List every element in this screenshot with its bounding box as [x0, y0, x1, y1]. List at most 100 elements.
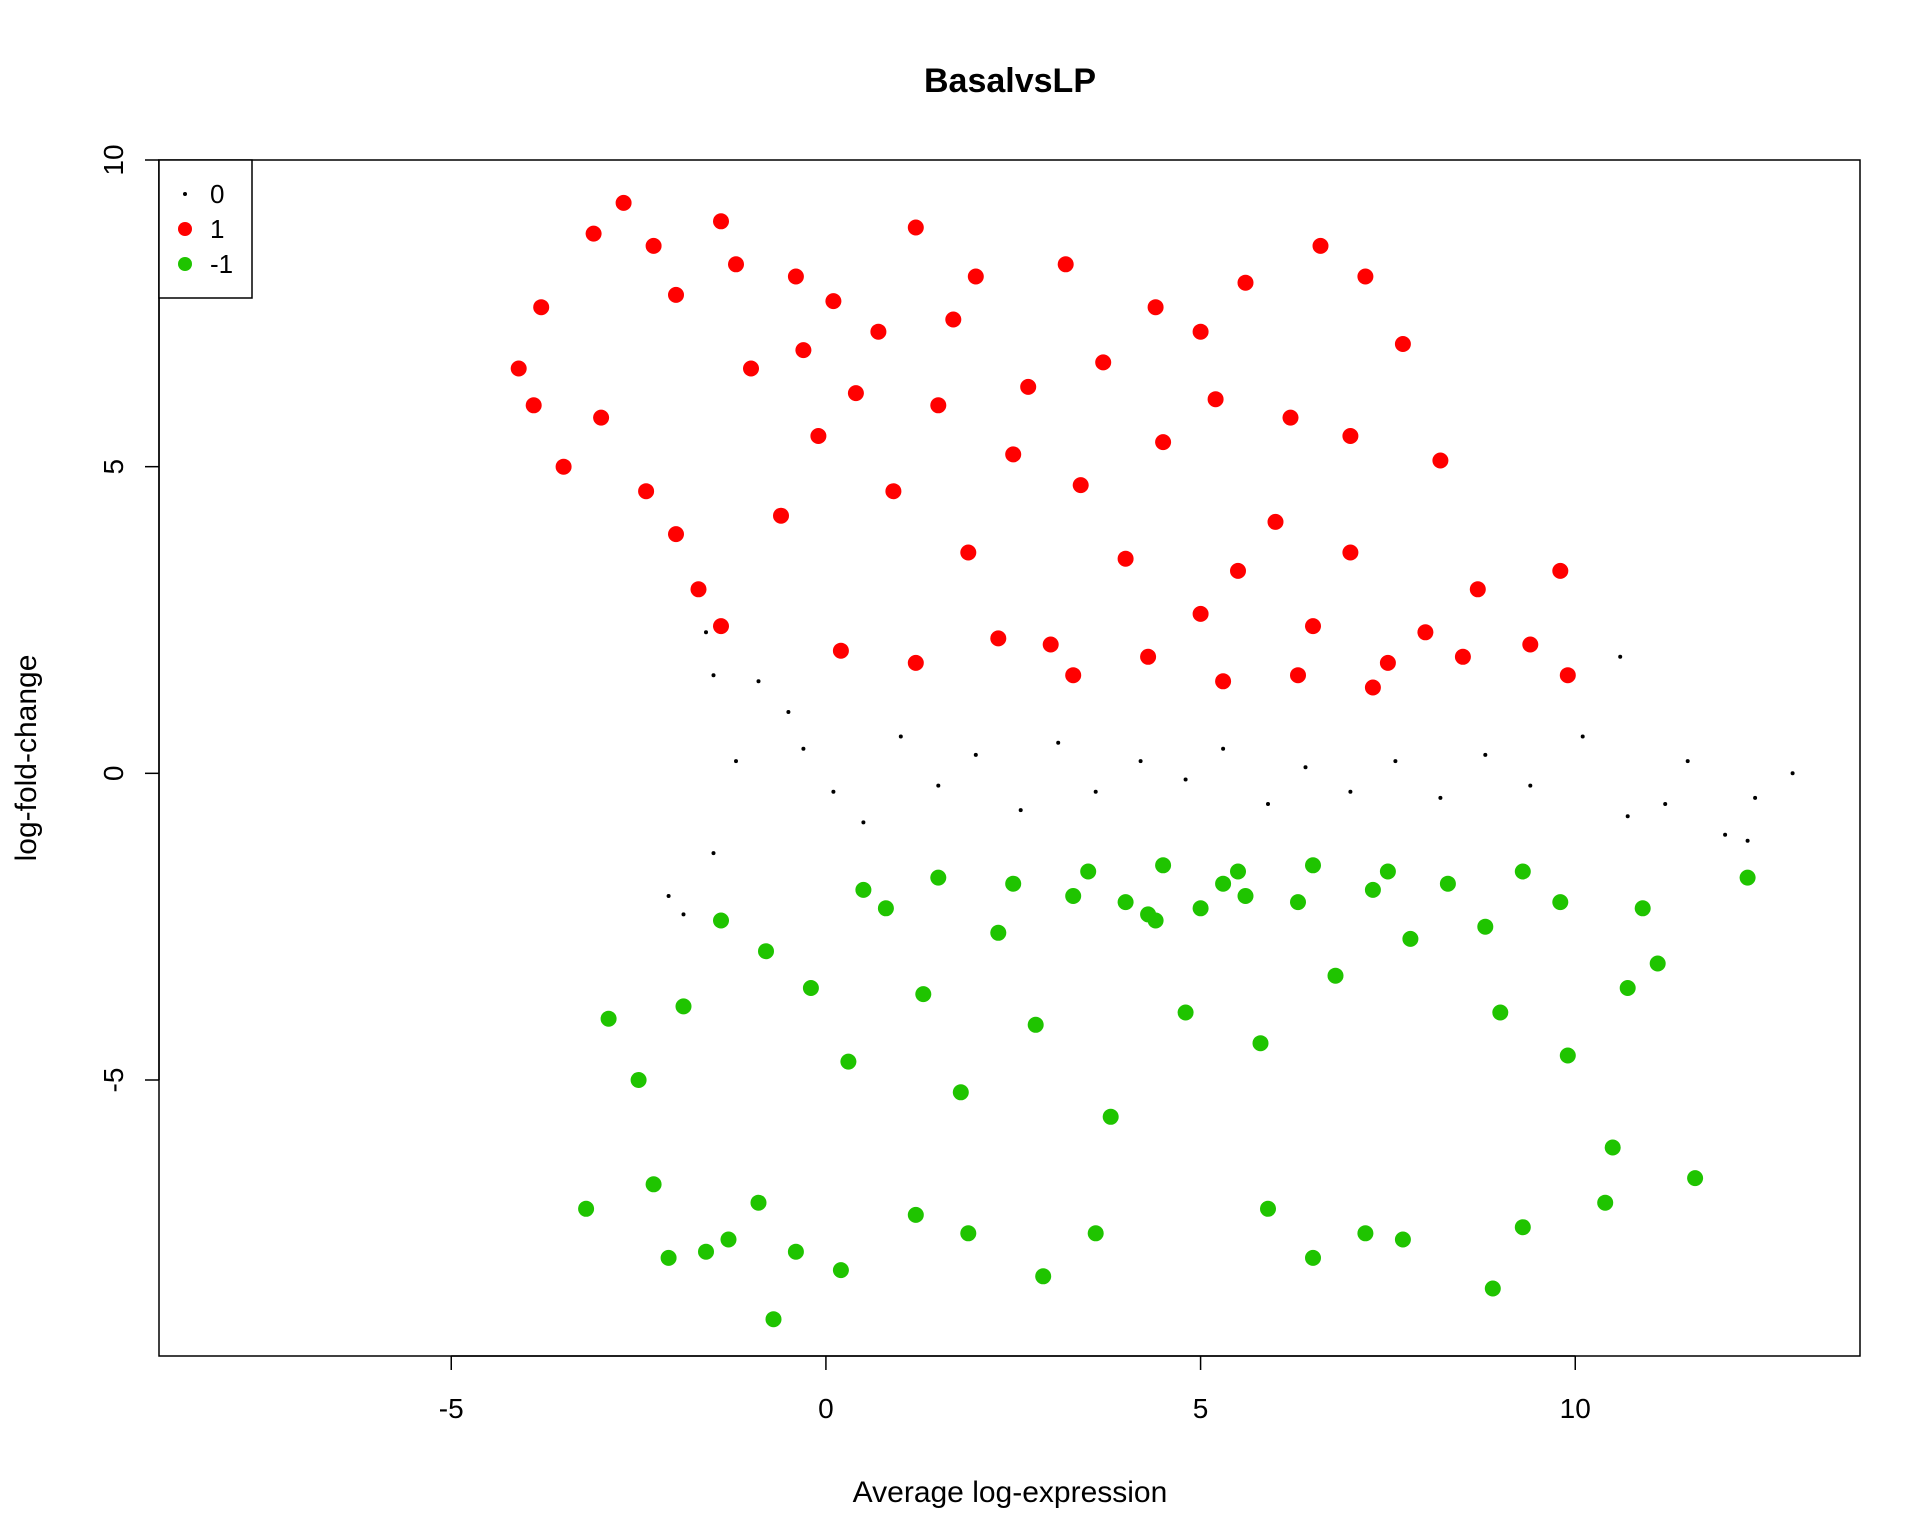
data-point-series--1-22	[1604, 1139, 1621, 1156]
data-point-series--1-59	[1230, 863, 1246, 880]
data-point-series-1-10	[787, 268, 804, 285]
data-point-series-1-25	[1522, 636, 1539, 653]
data-point-series--1-19	[1514, 1219, 1531, 1236]
legend-label--1: -1	[210, 249, 233, 279]
data-point-series--1-21	[1687, 1170, 1704, 1187]
data-point-series--1-45	[1215, 875, 1232, 892]
plot-frame	[158, 159, 1861, 1357]
data-point-series-1-5	[615, 194, 632, 211]
data-point-series--1-61	[1379, 863, 1396, 880]
data-point-series--1-2	[645, 1176, 662, 1193]
data-point-series--1-46	[1252, 1035, 1269, 1052]
x-axis: -5 0 5 10	[439, 1355, 1591, 1424]
legend: 0 1 -1	[158, 159, 253, 299]
data-point-series-1-30	[690, 581, 707, 598]
data-point-series--1-36	[877, 900, 894, 917]
data-point-series-0-30	[1685, 759, 1690, 764]
data-point-series-0-25	[1483, 752, 1488, 757]
data-point-series-1-6	[645, 237, 662, 254]
data-point-series--1-3	[660, 1249, 677, 1266]
data-point-series-1-19	[1312, 237, 1329, 254]
chart-title: BasalvsLP	[924, 62, 1096, 100]
data-point-series-0-16	[1093, 789, 1098, 794]
data-point-series--1-17	[1394, 1231, 1411, 1248]
data-point-series-0-13	[973, 752, 978, 757]
data-point-series-1-52	[907, 654, 924, 671]
data-point-series-0-3	[711, 851, 716, 856]
data-point-series--1-12	[1035, 1268, 1052, 1285]
data-point-series--1-48	[1327, 967, 1344, 984]
data-point-series--1-1	[600, 1010, 617, 1027]
data-point-series--1-58	[1155, 857, 1172, 874]
data-point-series--1-0	[578, 1200, 595, 1217]
data-point-series--1-39	[990, 924, 1007, 941]
data-point-series-0-32	[1753, 795, 1758, 800]
data-point-series--1-41	[1065, 888, 1082, 904]
data-point-series-1-16	[1147, 299, 1164, 316]
data-point-series-0-34	[1790, 771, 1795, 776]
data-point-series-0-31	[1723, 832, 1728, 837]
data-point-series--1-56	[1005, 875, 1022, 892]
data-point-series-1-53	[990, 630, 1007, 647]
data-point-series--1-40	[1027, 1016, 1044, 1033]
data-point-series-1-28	[638, 483, 655, 500]
data-point-series-1-3	[555, 458, 572, 475]
data-point-series--1-37	[915, 986, 932, 1003]
data-point-series-1-54	[1065, 667, 1082, 684]
data-point-series-0-8	[801, 746, 806, 751]
data-point-series--1-42	[1102, 1108, 1119, 1125]
data-point-series-1-34	[847, 385, 864, 402]
data-point-series--1-6	[750, 1194, 767, 1211]
data-point-series--1-15	[1305, 1249, 1321, 1266]
data-point-series--1-31	[675, 998, 692, 1015]
data-point-series--1-5	[720, 1231, 737, 1248]
data-point-series-1-11	[825, 293, 842, 310]
data-point-series-1-9	[728, 256, 744, 273]
data-point-series--1-55	[930, 869, 947, 886]
data-point-series-0-6	[756, 679, 761, 684]
data-point-series--1-16	[1357, 1225, 1374, 1242]
data-point-series-0-17	[1138, 759, 1143, 764]
data-point-series-1-46	[1305, 618, 1321, 635]
data-point-series--1-30	[630, 1072, 647, 1088]
data-point-series-0-29	[1663, 802, 1668, 806]
y-tick-label-5: 5	[98, 459, 129, 475]
data-point-series-1-59	[743, 360, 759, 377]
data-point-series-0-33	[1745, 838, 1750, 843]
data-point-series-0-24	[1438, 795, 1443, 800]
data-point-series-1-66	[1342, 428, 1359, 444]
x-tick-label-10: 10	[1560, 1393, 1591, 1424]
data-point-series--1-35	[840, 1053, 857, 1070]
data-point-series-1-62	[945, 311, 962, 328]
data-point-series-1-58	[1364, 679, 1381, 696]
data-point-series-1-57	[1290, 667, 1306, 684]
series--1-group	[578, 857, 1756, 1328]
data-point-series-1-15	[1095, 354, 1112, 371]
data-point-series--1-38	[952, 1084, 969, 1101]
y-tick-label--5: -5	[98, 1068, 129, 1093]
data-point-series-0-10	[861, 820, 866, 825]
legend-marker-1	[178, 222, 192, 236]
data-point-series--1-11	[960, 1225, 977, 1242]
y-tick-label-10: 10	[98, 144, 129, 175]
data-point-series-1-0	[510, 360, 527, 377]
data-point-series-1-47	[1342, 544, 1359, 561]
data-point-series--1-25	[1739, 869, 1756, 886]
legend-marker--1	[178, 257, 192, 271]
data-point-series--1-33	[758, 943, 774, 960]
data-point-series-1-4	[585, 225, 602, 242]
x-tick-label--5: -5	[439, 1393, 464, 1424]
data-point-series-0-35	[1618, 654, 1623, 659]
data-point-series-1-29	[668, 526, 684, 543]
data-point-series-0-26	[1528, 783, 1533, 788]
data-point-series-1-49	[1417, 624, 1434, 641]
data-point-series-1-1	[533, 299, 550, 316]
data-point-series-1-50	[1454, 648, 1471, 665]
data-point-series--1-7	[765, 1311, 782, 1328]
data-point-series-0-5	[666, 894, 671, 898]
data-point-series-1-33	[810, 428, 827, 444]
data-point-series-1-17	[1192, 323, 1209, 340]
data-point-series-1-36	[930, 397, 947, 414]
data-point-series-1-60	[795, 342, 812, 359]
data-point-series-0-21	[1303, 765, 1308, 770]
